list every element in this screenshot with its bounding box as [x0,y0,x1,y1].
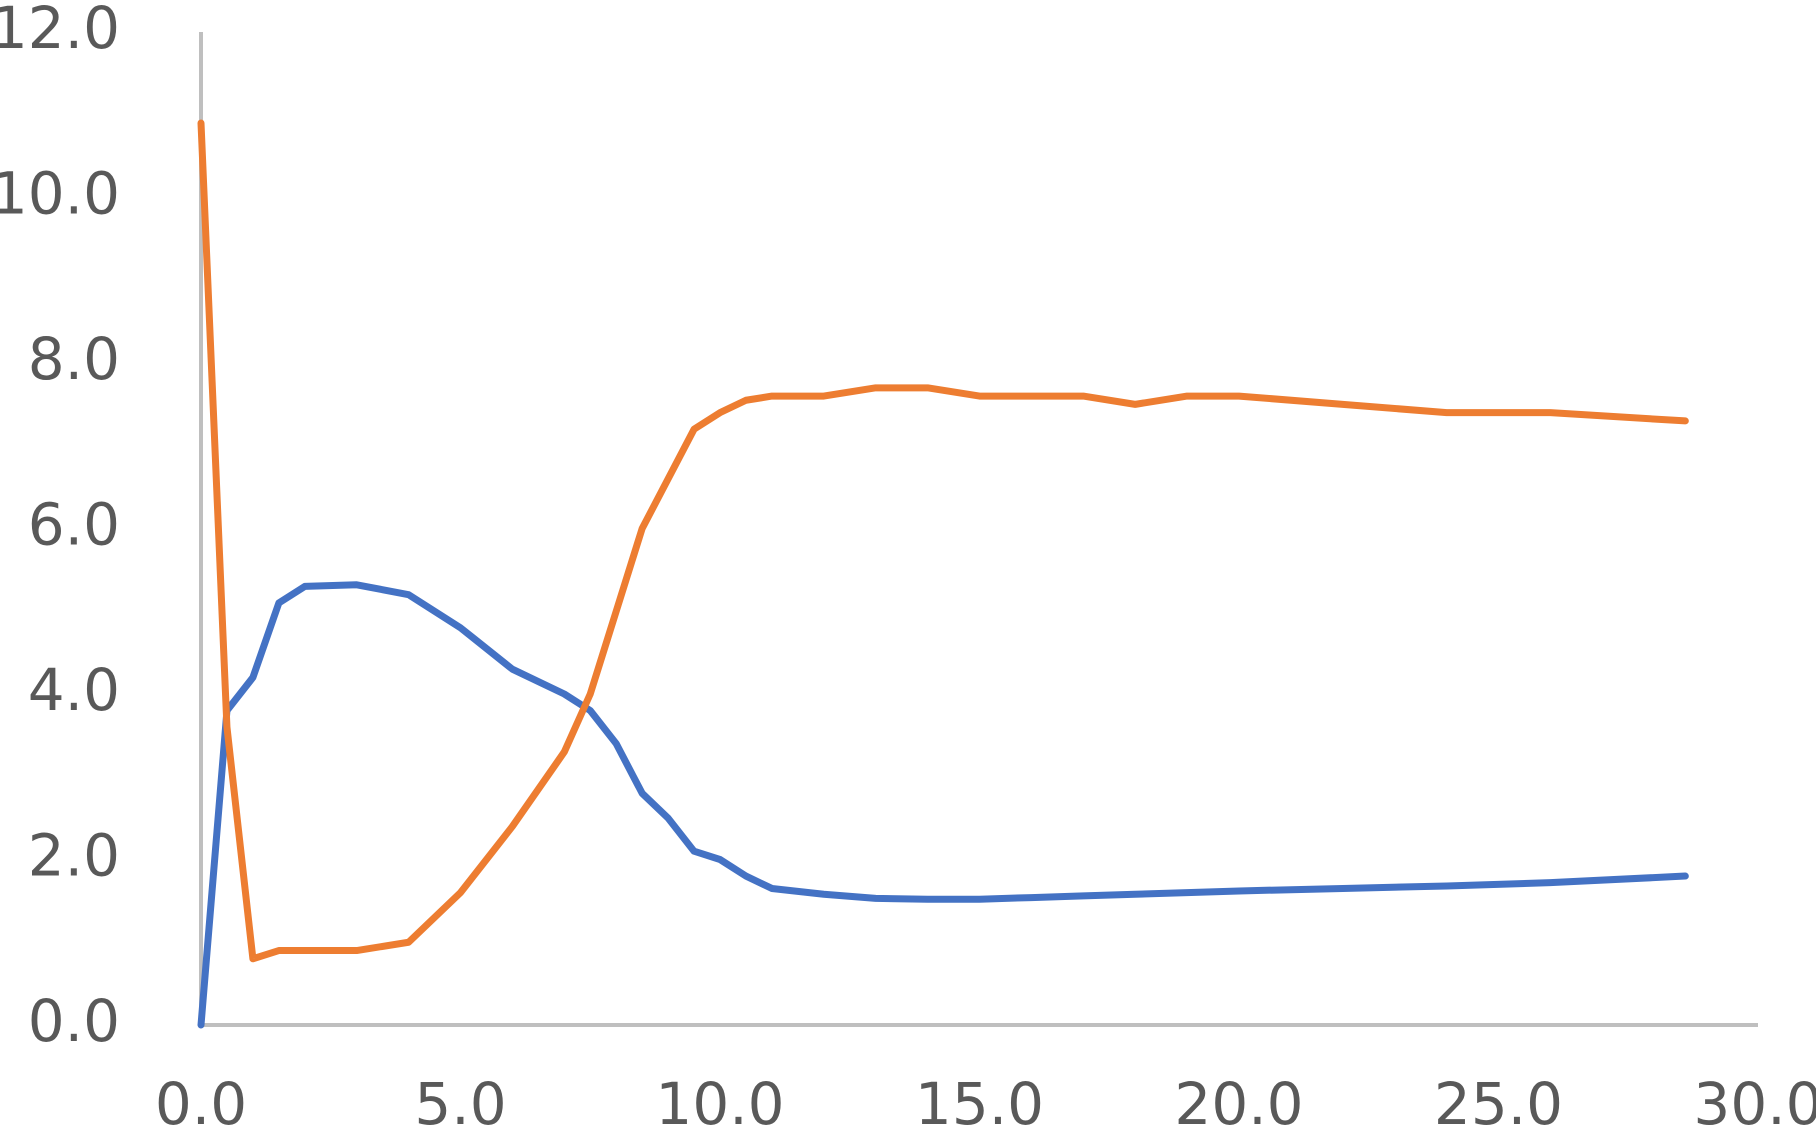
x-tick-label: 20.0 [1174,1070,1303,1138]
y-tick-label: 0.0 [28,987,120,1055]
x-tick-label: 30.0 [1693,1070,1816,1138]
x-tick-label: 0.0 [155,1070,247,1138]
y-tick-label: 6.0 [28,491,120,559]
y-tick-label: 2.0 [28,822,120,890]
x-tick-label: 5.0 [414,1070,506,1138]
x-tick-label: 15.0 [915,1070,1044,1138]
y-tick-label: 8.0 [28,325,120,393]
series-line [197,581,1689,1029]
x-tick-label: 10.0 [655,1070,784,1138]
y-tick-label: 4.0 [28,656,120,724]
series-line [197,119,1689,963]
y-tick-label: 10.0 [0,160,120,228]
x-tick-label: 25.0 [1434,1070,1563,1138]
y-tick-label: 12.0 [0,0,120,62]
